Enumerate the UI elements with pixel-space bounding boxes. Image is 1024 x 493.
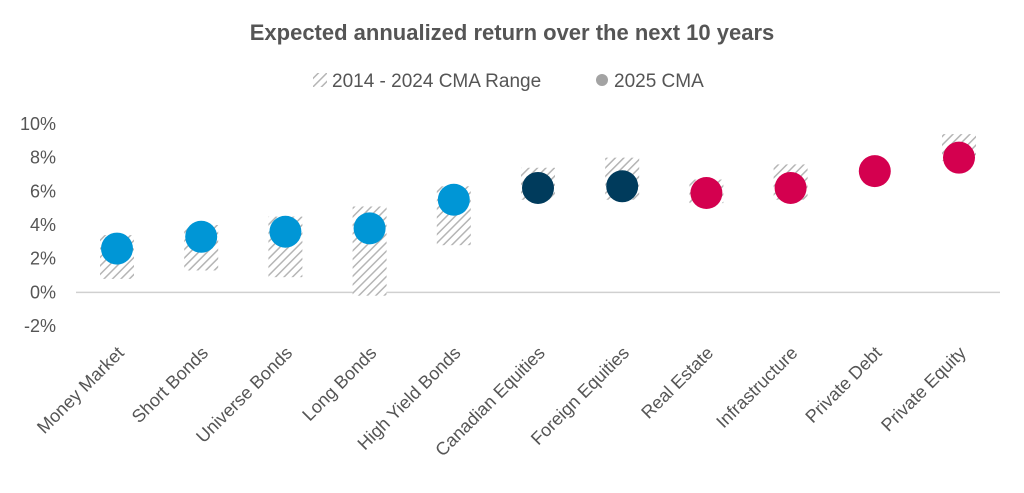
legend-range-label: 2014 - 2024 CMA Range bbox=[332, 71, 541, 92]
y-tick-label: 4% bbox=[30, 215, 56, 235]
legend-point-swatch bbox=[596, 74, 608, 86]
y-tick-label: 10% bbox=[20, 114, 56, 134]
cma-point bbox=[101, 232, 133, 265]
cma-point bbox=[690, 177, 723, 210]
category-label: Infrastructure bbox=[712, 343, 801, 432]
legend: 2014 - 2024 CMA Range 2025 CMA bbox=[313, 71, 704, 92]
cma-point bbox=[858, 155, 891, 188]
y-tick-label: 6% bbox=[30, 181, 56, 201]
category-label: Long Bonds bbox=[298, 343, 380, 425]
range-bars bbox=[100, 134, 976, 296]
category-label: Short Bonds bbox=[128, 343, 212, 427]
y-tick-label: 2% bbox=[30, 249, 56, 269]
category-label: Private Debt bbox=[801, 343, 885, 427]
category-label: Private Equity bbox=[877, 343, 970, 436]
y-tick-label: 0% bbox=[30, 282, 56, 302]
category-label: Real Estate bbox=[637, 343, 717, 423]
legend-range-swatch bbox=[313, 73, 327, 87]
legend-point-label: 2025 CMA bbox=[614, 71, 704, 92]
cma-point bbox=[522, 171, 554, 204]
cma-point bbox=[606, 170, 639, 203]
cma-point bbox=[774, 171, 807, 204]
cma-point bbox=[437, 183, 470, 216]
cma-point bbox=[269, 215, 302, 248]
y-tick-label: 8% bbox=[30, 148, 56, 168]
y-tick-label: -2% bbox=[24, 316, 56, 336]
cma-points bbox=[101, 141, 975, 265]
cma-point bbox=[943, 141, 975, 174]
cma-point bbox=[353, 212, 386, 245]
cma-point bbox=[185, 220, 218, 253]
category-label: Money Market bbox=[33, 343, 128, 438]
y-axis: 10% 8% 6% 4% 2% 0% -2% bbox=[20, 114, 56, 336]
chart-title: Expected annualized return over the next… bbox=[250, 20, 775, 45]
